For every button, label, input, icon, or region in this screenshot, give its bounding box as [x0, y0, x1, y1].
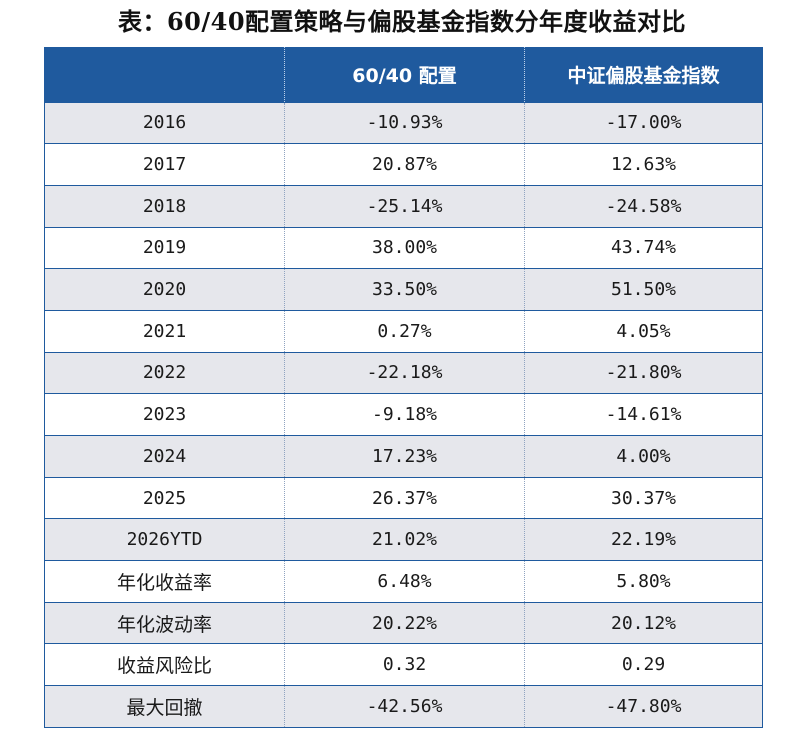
table-row: 年化波动率 20.22% 20.12% — [44, 601, 763, 644]
row-label-cell: 2025 — [44, 476, 285, 519]
returns-comparison-table: 60/40 配置 中证偏股基金指数 2016 -10.93% -17.00% 2017… — [44, 47, 763, 728]
portfolio-return-cell: -9.18% — [284, 393, 525, 436]
table-row: 2021 0.27% 4.05% — [44, 309, 763, 353]
table-header-row: 60/40 配置 中证偏股基金指数 — [44, 47, 763, 102]
portfolio-return-cell: 6.48% — [284, 560, 525, 603]
index-return-cell: -47.80% — [524, 685, 763, 728]
index-return-cell: 4.05% — [524, 309, 763, 353]
table-row: 2016 -10.93% -17.00% — [44, 101, 763, 144]
row-label-cell: 2021 — [44, 309, 285, 353]
row-label-cell: 2023 — [44, 393, 285, 436]
table-row: 收益风险比 0.32 0.29 — [44, 643, 763, 686]
portfolio-return-cell: 21.02% — [284, 518, 525, 561]
index-return-cell: 22.19% — [524, 518, 763, 561]
row-label-cell: 2022 — [44, 351, 285, 394]
table-row: 2025 26.37% 30.37% — [44, 476, 763, 519]
table-row: 2024 17.23% 4.00% — [44, 435, 763, 478]
row-label-cell: 收益风险比 — [44, 643, 285, 686]
row-label-cell: 年化收益率 — [44, 560, 285, 603]
row-label-cell: 2016 — [44, 101, 285, 144]
portfolio-return-cell: -22.18% — [284, 351, 525, 394]
index-return-cell: 0.29 — [524, 643, 763, 686]
table-row: 2020 33.50% 51.50% — [44, 268, 763, 311]
row-label-cell: 年化波动率 — [44, 601, 285, 644]
index-return-cell: 20.12% — [524, 601, 763, 644]
portfolio-return-cell: 38.00% — [284, 226, 525, 269]
table-title: 表：60/40配置策略与偏股基金指数分年度收益对比 — [117, 7, 687, 36]
table-row: 最大回撤 -42.56% -47.80% — [44, 685, 763, 728]
portfolio-return-cell: 20.22% — [284, 601, 525, 644]
portfolio-return-cell: 17.23% — [284, 435, 525, 478]
index-return-cell: 30.37% — [524, 476, 763, 519]
table-row: 年化收益率 6.48% 5.80% — [44, 560, 763, 603]
table-row: 2022 -22.18% -21.80% — [44, 351, 763, 394]
index-return-cell: 4.00% — [524, 435, 763, 478]
index-return-cell: -17.00% — [524, 101, 763, 144]
portfolio-return-cell: -10.93% — [284, 101, 525, 144]
portfolio-return-cell: 0.27% — [284, 309, 525, 353]
index-return-cell: 43.74% — [524, 226, 763, 269]
row-label-cell: 2024 — [44, 435, 285, 478]
header-index-column: 中证偏股基金指数 — [524, 47, 763, 102]
portfolio-return-cell: -42.56% — [284, 685, 525, 728]
index-return-cell: 5.80% — [524, 560, 763, 603]
table-row: 2017 20.87% 12.63% — [44, 143, 763, 186]
index-return-cell: 12.63% — [524, 143, 763, 186]
portfolio-return-cell: -25.14% — [284, 184, 525, 228]
row-label-cell: 2026YTD — [44, 518, 285, 561]
row-label-cell: 2019 — [44, 226, 285, 269]
table-row: 2018 -25.14% -24.58% — [44, 184, 763, 228]
portfolio-return-cell: 33.50% — [284, 268, 525, 311]
portfolio-return-cell: 0.32 — [284, 643, 525, 686]
table-row: 2023 -9.18% -14.61% — [44, 393, 763, 436]
row-label-cell: 最大回撤 — [44, 685, 285, 728]
index-return-cell: -24.58% — [524, 184, 763, 228]
index-return-cell: -21.80% — [524, 351, 763, 394]
index-return-cell: 51.50% — [524, 268, 763, 311]
portfolio-return-cell: 26.37% — [284, 476, 525, 519]
portfolio-return-cell: 20.87% — [284, 143, 525, 186]
row-label-cell: 2018 — [44, 184, 285, 228]
row-label-cell: 2017 — [44, 143, 285, 186]
table-row: 2026YTD 21.02% 22.19% — [44, 518, 763, 561]
header-label-column — [45, 47, 285, 102]
header-portfolio-column: 60/40 配置 — [284, 47, 525, 102]
table-row: 2019 38.00% 43.74% — [44, 226, 763, 269]
index-return-cell: -14.61% — [524, 393, 763, 436]
row-label-cell: 2020 — [44, 268, 285, 311]
